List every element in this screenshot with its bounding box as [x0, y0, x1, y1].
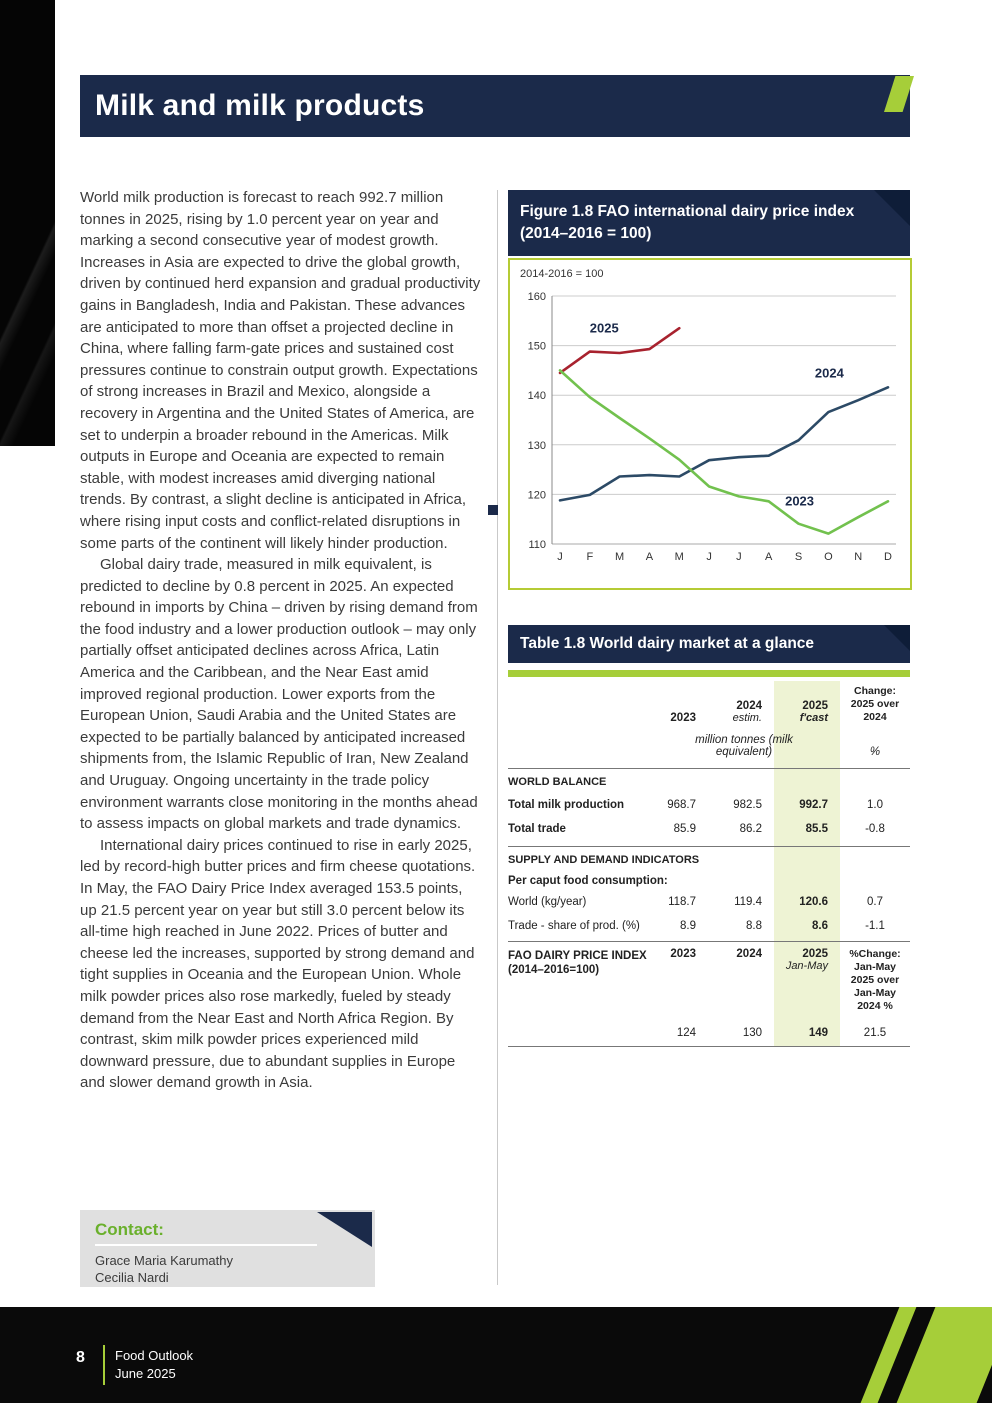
section-supply-demand: SUPPLY AND DEMAND INDICATORS — [508, 846, 910, 868]
figure-title-line1: Figure 1.8 FAO international dairy price… — [520, 203, 855, 220]
col-2023: 2023 — [670, 712, 696, 724]
paragraph-production: World milk production is forecast to rea… — [80, 189, 481, 552]
paragraph-prices: International dairy prices continued to … — [80, 836, 476, 1092]
world-dairy-table: 2023 2024 estim. 2025 f'cast Change: 2025 … — [508, 681, 910, 1047]
table-column-headers: 2023 2024 estim. 2025 f'cast Change: 2025 … — [508, 681, 910, 726]
line-chart-canvas: 160 150 140 130 120 110 J F M A M J J A S O N D 2025 2024 20… — [528, 291, 896, 563]
svg-text:M: M — [615, 551, 624, 563]
table-row: Total trade 85.9 86.2 85.5 -0.8 — [508, 823, 885, 835]
divider-marker — [488, 505, 498, 515]
subsection-per-caput: Per caput food consumption: — [508, 875, 668, 887]
svg-text:D: D — [884, 551, 892, 563]
dairy-price-index-chart: 2014-2016 = 100 160 150 140 130 120 110 J F M A M J… — [508, 258, 912, 590]
contact-rule — [95, 1244, 317, 1246]
svg-text:M: M — [675, 551, 684, 563]
table-title: Table 1.8 World dairy market at a glance — [520, 635, 815, 652]
col-2024: 2024 — [736, 700, 762, 712]
svg-text:J: J — [736, 551, 742, 563]
svg-text:150: 150 — [528, 341, 546, 353]
contact-box: Contact: Grace Maria Karumathy Cecilia N… — [80, 1210, 375, 1287]
table-header: Table 1.8 World dairy market at a glance — [508, 625, 910, 663]
article-text: World milk production is forecast to rea… — [80, 187, 482, 1094]
price-index-header-row: FAO DAIRY PRICE INDEX (2014–2016=100) 20… — [508, 941, 910, 1015]
figure-header: Figure 1.8 FAO international dairy price… — [508, 190, 910, 256]
ribbon-fold-icon — [884, 625, 910, 651]
left-decoration-bar — [0, 0, 55, 446]
table-row: World (kg/year) 118.7 119.4 120.6 0.7 — [508, 896, 883, 908]
svg-text:2024: 2024 — [815, 365, 845, 380]
svg-text:110: 110 — [528, 539, 546, 551]
svg-text:O: O — [824, 551, 833, 563]
section-world-balance: WORLD BALANCE — [508, 776, 607, 788]
col-2025: 2025 — [802, 700, 828, 712]
paragraph-trade: Global dairy trade, measured in milk equ… — [80, 556, 478, 833]
svg-text:120: 120 — [528, 489, 546, 501]
table-unit-row: million tonnes (milk equivalent) % — [508, 726, 910, 769]
unit-note: million tonnes (milk equivalent) — [695, 734, 793, 758]
contact-heading: Contact: — [95, 1220, 164, 1239]
svg-text:F: F — [586, 551, 593, 563]
footer-title: Food Outlook — [115, 1348, 194, 1363]
table-green-rule — [508, 670, 910, 677]
chart-unit-note: 2014-2016 = 100 — [520, 268, 604, 280]
footer-date: June 2025 — [115, 1366, 176, 1381]
footer-divider — [103, 1345, 105, 1385]
svg-text:140: 140 — [528, 390, 546, 402]
contact-name: Cecilia Nardi — [95, 1270, 169, 1285]
svg-text:N: N — [854, 551, 862, 563]
col-change: Change: 2025 over 2024 — [850, 685, 900, 723]
unit-percent: % — [869, 746, 881, 758]
forecast-column-highlight — [774, 681, 840, 1046]
column-divider — [497, 190, 498, 1285]
figure-title-line2: (2014–2016 = 100) — [520, 225, 652, 242]
svg-text:160: 160 — [528, 291, 546, 303]
svg-text:2025: 2025 — [590, 321, 619, 336]
table-row: Trade - share of prod. (%) 8.9 8.8 8.6 -… — [508, 920, 885, 932]
svg-text:J: J — [706, 551, 712, 563]
table-row: Total milk production 968.7 982.5 992.7 … — [508, 799, 883, 811]
page-number: 8 — [76, 1349, 85, 1366]
page-footer: 8 Food Outlook June 2025 — [0, 1307, 992, 1403]
svg-text:J: J — [557, 551, 563, 563]
price-index-values-row: 124 130 149 21.5 — [676, 1027, 887, 1039]
page-header: Milk and milk products — [80, 75, 910, 137]
footer-publication: Food Outlook June 2025 — [115, 1347, 193, 1383]
page-title: Milk and milk products — [95, 89, 425, 122]
svg-text:2023: 2023 — [785, 493, 814, 508]
svg-text:A: A — [646, 551, 654, 563]
svg-text:S: S — [795, 551, 802, 563]
svg-text:130: 130 — [528, 440, 546, 452]
contact-name: Grace Maria Karumathy — [95, 1253, 233, 1268]
svg-text:A: A — [765, 551, 773, 563]
